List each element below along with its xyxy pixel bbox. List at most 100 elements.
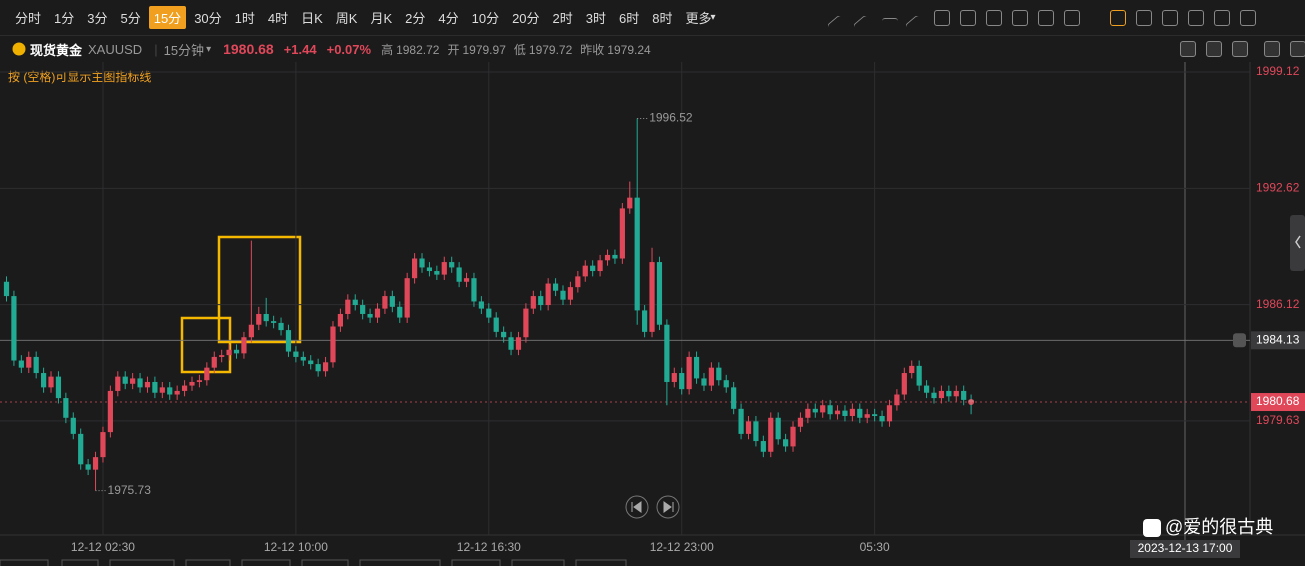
interval-button[interactable]: 2时 [552, 11, 573, 26]
candle-body [849, 408, 855, 416]
period[interactable]: 15分钟 [163, 42, 205, 58]
interval-button[interactable]: 月K [370, 11, 393, 26]
candle-body [768, 417, 774, 452]
candle-body [501, 331, 507, 338]
interval-button[interactable]: 2分 [405, 11, 426, 26]
y-tick-label: 1992.62 [1256, 181, 1300, 195]
candle-body [426, 267, 433, 272]
candle-body [797, 417, 804, 427]
crosshair-time: 2023-12-13 17:00 [1138, 541, 1233, 555]
candle-body [671, 373, 677, 382]
interval-button[interactable]: 3分 [87, 11, 108, 26]
x-tick-label: 12-12 23:00 [650, 540, 714, 554]
prev-icon [631, 501, 642, 513]
candle-body [716, 367, 722, 381]
candle-body [656, 262, 663, 325]
last-price-dot [968, 399, 975, 406]
interval-button[interactable]: 4分 [438, 11, 459, 26]
drawing-tools [826, 10, 1256, 38]
interval-button[interactable]: 15分 [148, 6, 187, 29]
candle-body [263, 313, 269, 322]
interval-button[interactable]: 10分 [471, 11, 500, 26]
candle-body [894, 394, 900, 406]
candle-body [441, 262, 447, 275]
candle-body [486, 308, 492, 318]
interval-button[interactable]: 分时 [15, 11, 42, 26]
candle-body [642, 310, 648, 332]
y-tick-label: 1986.12 [1256, 297, 1300, 311]
candle-body [167, 387, 173, 395]
interval-button[interactable]: 30分 [194, 11, 222, 26]
interval-button[interactable]: 4时 [267, 11, 289, 26]
candle-body [115, 376, 121, 391]
candle-body [575, 276, 581, 288]
candle-body [278, 322, 284, 331]
next-icon [663, 501, 674, 513]
candle-body [909, 365, 915, 374]
candle-body [55, 376, 62, 399]
symbol-code: XAUUSD [88, 41, 143, 57]
candle-body [686, 356, 692, 390]
candle-body [107, 390, 113, 433]
symbol-name: 现货黄金 [30, 42, 83, 58]
next-button[interactable] [656, 495, 680, 519]
interval-button[interactable]: 20分 [512, 11, 540, 26]
y-tick-label: 1979.63 [1256, 413, 1300, 427]
stat-label: 低 [513, 42, 526, 57]
interval-button[interactable]: 6时 [619, 11, 640, 26]
candle-body [538, 296, 544, 306]
interval-button[interactable]: 日K [301, 11, 323, 26]
x-tick-label: 12-12 10:00 [264, 540, 328, 554]
candle-body [634, 197, 640, 311]
candle-body [404, 278, 410, 318]
candle-body [923, 385, 930, 393]
candle-body [130, 378, 136, 384]
candle-body [337, 313, 343, 327]
candle-body [693, 356, 700, 379]
watermark-icon [1143, 519, 1161, 537]
candle-body [11, 296, 17, 361]
dropdown-arrow[interactable]: ▾ [206, 43, 212, 55]
bottom-tabs [0, 559, 627, 566]
symbol-bar: 现货黄金 XAUUSD | 15分钟 ▾ 1980.68 +1.44 +0.07… [0, 36, 1305, 62]
candle-body [248, 324, 254, 338]
interval-button[interactable]: 1分 [54, 11, 75, 26]
watermark: @爱的很古典 [1165, 517, 1273, 537]
last-price-label: 1980.68 [1256, 394, 1300, 408]
candle-body [953, 390, 959, 397]
candle-body [152, 381, 158, 393]
gold-icon [12, 42, 26, 56]
candle-body [842, 410, 848, 416]
last-price-tag [1251, 393, 1305, 412]
candle-body [315, 364, 321, 372]
prev-button[interactable] [625, 495, 649, 519]
hint: 按 (空格)可显示主图指标线 [8, 69, 151, 84]
candle-body [412, 258, 418, 279]
candle-body [144, 381, 151, 388]
interval-button[interactable]: 3时 [585, 11, 607, 26]
candle-body [649, 262, 655, 332]
candle-body [530, 296, 536, 309]
more-button[interactable]: 更多 [685, 11, 712, 26]
stats: 高 1982.72 开 1979.97 低 1979.72 昨收 1979.24 [381, 41, 659, 58]
candle-body [256, 313, 262, 325]
candle-body [612, 254, 618, 259]
interval-button[interactable]: 8时 [652, 11, 673, 26]
interval-button[interactable]: 1时 [234, 11, 255, 26]
y-tick-label: 1999.12 [1256, 64, 1300, 78]
stat-value: 1979.97 [462, 42, 506, 57]
interval-button[interactable]: 周K [335, 11, 358, 26]
change: +1.44 [283, 41, 317, 57]
candle-body [233, 349, 240, 354]
candle-body [723, 380, 729, 388]
crosshair-tag [1251, 331, 1305, 350]
more-arrow[interactable]: ▾ [710, 12, 716, 23]
interval-button[interactable]: 5分 [120, 11, 141, 26]
chart: 按 (空格)可显示主图指标线 @爱的很古典 1999.12 1992.62 1986… [0, 62, 1305, 566]
candle-body [174, 390, 180, 395]
candle-body [204, 367, 210, 381]
candle-body [701, 378, 707, 386]
candle-body [916, 365, 922, 386]
candle-body [775, 417, 781, 440]
